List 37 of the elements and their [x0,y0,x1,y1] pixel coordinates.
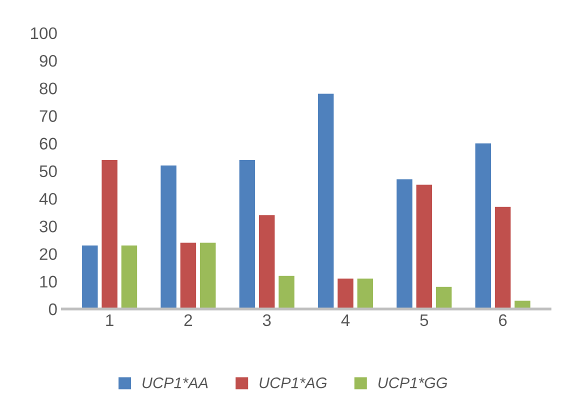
bar [160,165,176,309]
bar [416,184,432,309]
x-tick-label: 1 [106,314,114,326]
bar [436,286,452,309]
legend-label: UCP1*AA [142,377,208,388]
y-tick-label: 80 [40,82,57,94]
y-tick-label: 70 [40,110,57,122]
bar [278,276,294,309]
x-tick-label: 4 [341,314,350,326]
x-tick-label: 2 [184,314,192,326]
bar [475,143,492,309]
y-tick-label: 90 [40,54,57,67]
x-tick-label: 6 [499,314,507,326]
y-tick-label: 40 [39,192,57,205]
bar [494,206,511,309]
bar [258,215,275,309]
bar [338,278,354,309]
bar [357,278,374,309]
y-tick-label: 100 [30,27,57,40]
bar [396,179,412,309]
x-tick-label: 3 [262,314,271,326]
legend-label: UCP1*GG [378,377,448,388]
y-tick-label: 0 [48,303,57,316]
legend-label: UCP1*AG [260,377,327,388]
x-tick-label: 5 [420,314,428,326]
y-tick-label: 60 [40,138,57,150]
bar [121,246,138,309]
bar [239,160,256,309]
bar [180,242,196,309]
bar [82,246,98,309]
bar [200,242,216,309]
bar [318,94,334,309]
y-tick-label: 10 [40,276,57,288]
bar [102,160,118,309]
y-tick-label: 30 [40,220,57,232]
y-tick-label: 50 [40,165,57,178]
y-tick-label: 20 [40,248,57,260]
